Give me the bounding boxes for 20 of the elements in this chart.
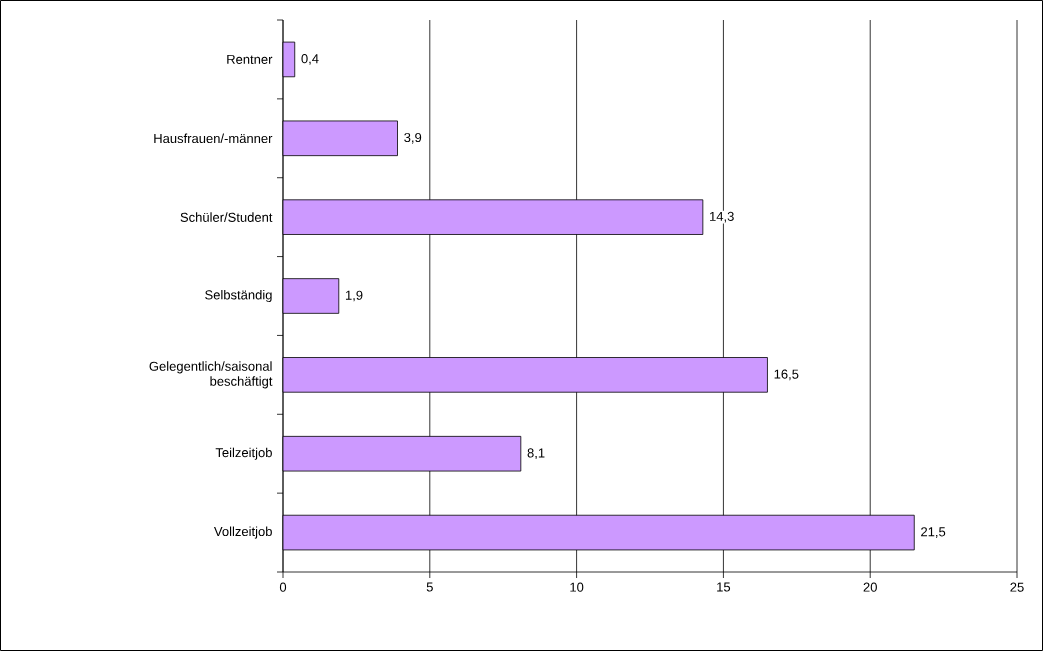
data-label: 8,1: [527, 448, 545, 460]
x-tick-label: 0: [279, 582, 287, 592]
data-label: 1,9: [345, 290, 363, 302]
x-tick-label: 5: [426, 582, 433, 592]
data-label: 0,4: [301, 54, 319, 65]
y-tick-label: Vollzeitjob: [213, 526, 272, 539]
y-tick-label: Teilzeitjob: [215, 447, 272, 460]
data-label: 21,5: [921, 527, 946, 538]
data-label: 3,9: [404, 132, 422, 144]
y-tick-label: Selbständig: [205, 289, 272, 303]
y-tick-label: Gelegentlich/saisonal beschäftigt: [149, 361, 273, 389]
y-tick-label: Schüler/Student: [180, 212, 273, 222]
x-tick-label: 15: [717, 582, 731, 592]
x-tick-label: 25: [1010, 582, 1024, 592]
y-tick-label: Rentner: [227, 54, 273, 64]
data-label: 16,5: [774, 369, 799, 381]
x-tick-label: 10: [570, 582, 584, 592]
x-tick-label: 20: [863, 582, 877, 592]
y-tick-label: Hausfrauen/-männer: [154, 133, 273, 144]
data-label: 14,3: [710, 211, 734, 223]
